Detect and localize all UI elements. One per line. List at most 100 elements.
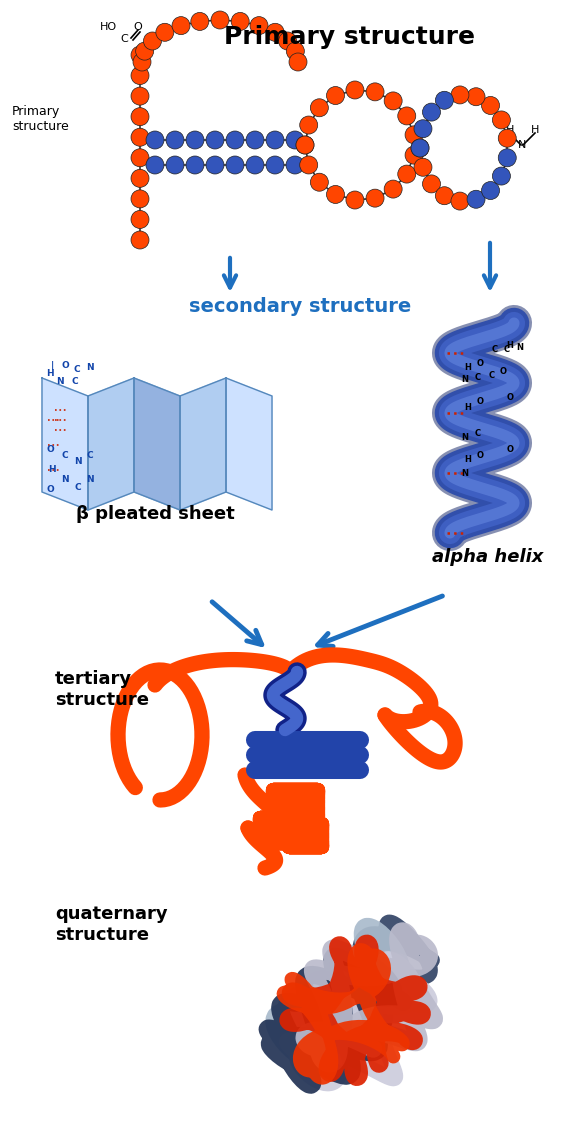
Text: quaternary
structure: quaternary structure xyxy=(55,904,168,943)
Circle shape xyxy=(405,146,423,164)
Circle shape xyxy=(146,156,164,174)
Text: C: C xyxy=(492,346,498,354)
Circle shape xyxy=(398,107,416,124)
Circle shape xyxy=(493,111,510,129)
Text: N: N xyxy=(56,378,64,386)
Text: C: C xyxy=(475,428,481,437)
Circle shape xyxy=(131,107,149,126)
Circle shape xyxy=(467,88,485,106)
Text: H: H xyxy=(506,124,514,135)
Circle shape xyxy=(384,91,402,110)
Circle shape xyxy=(131,46,149,64)
Text: |: | xyxy=(50,361,54,370)
Circle shape xyxy=(493,167,510,185)
Circle shape xyxy=(451,192,469,210)
Circle shape xyxy=(422,103,441,121)
Circle shape xyxy=(296,136,314,154)
Circle shape xyxy=(289,53,307,71)
Circle shape xyxy=(384,180,402,198)
Text: O: O xyxy=(507,445,514,455)
Text: N: N xyxy=(74,458,82,466)
Circle shape xyxy=(191,13,209,31)
Circle shape xyxy=(346,191,364,209)
Polygon shape xyxy=(42,378,88,510)
Text: H: H xyxy=(464,456,472,465)
Circle shape xyxy=(186,131,204,148)
Text: C: C xyxy=(489,371,495,380)
Text: N: N xyxy=(86,475,94,484)
Circle shape xyxy=(166,131,184,148)
Text: N: N xyxy=(518,140,526,150)
Text: O: O xyxy=(46,445,54,455)
Circle shape xyxy=(246,131,264,148)
Circle shape xyxy=(326,185,345,203)
Text: C: C xyxy=(61,450,68,459)
Text: C: C xyxy=(475,373,481,383)
Text: O: O xyxy=(477,450,483,459)
Circle shape xyxy=(300,116,318,134)
Circle shape xyxy=(435,186,453,204)
Circle shape xyxy=(366,190,384,207)
Circle shape xyxy=(405,126,423,144)
Circle shape xyxy=(411,139,429,156)
Circle shape xyxy=(286,156,304,174)
Circle shape xyxy=(131,87,149,105)
Text: O: O xyxy=(133,22,142,32)
Circle shape xyxy=(481,96,500,114)
Polygon shape xyxy=(134,378,180,510)
Circle shape xyxy=(231,13,249,31)
Text: C: C xyxy=(504,346,510,354)
Circle shape xyxy=(266,156,284,174)
Circle shape xyxy=(131,66,149,85)
Text: H: H xyxy=(464,403,472,412)
Text: N: N xyxy=(517,344,524,353)
Circle shape xyxy=(366,83,384,100)
Text: H: H xyxy=(531,124,539,135)
Circle shape xyxy=(156,23,174,41)
Circle shape xyxy=(133,53,151,71)
Text: H: H xyxy=(46,369,54,378)
Circle shape xyxy=(346,81,364,99)
Text: O: O xyxy=(500,368,507,377)
Text: H: H xyxy=(507,340,514,349)
Circle shape xyxy=(411,139,429,156)
Text: C: C xyxy=(72,378,78,386)
Circle shape xyxy=(206,131,224,148)
Circle shape xyxy=(498,129,516,147)
Circle shape xyxy=(435,91,453,110)
Text: N: N xyxy=(86,362,94,371)
Polygon shape xyxy=(226,378,272,510)
Circle shape xyxy=(226,131,244,148)
Text: secondary structure: secondary structure xyxy=(189,297,411,316)
Text: O: O xyxy=(61,361,69,370)
Circle shape xyxy=(172,17,190,34)
Circle shape xyxy=(166,156,184,174)
Circle shape xyxy=(498,148,516,167)
Circle shape xyxy=(143,32,161,50)
Circle shape xyxy=(414,159,432,176)
Text: C: C xyxy=(74,365,80,375)
Circle shape xyxy=(250,17,268,34)
Circle shape xyxy=(266,131,284,148)
Circle shape xyxy=(211,11,229,29)
Text: H: H xyxy=(48,466,56,474)
Text: O: O xyxy=(477,359,483,368)
Circle shape xyxy=(451,86,469,104)
Circle shape xyxy=(467,191,485,208)
Circle shape xyxy=(131,190,149,208)
Circle shape xyxy=(136,42,154,61)
Text: N: N xyxy=(462,468,469,477)
Text: C: C xyxy=(87,450,94,459)
Circle shape xyxy=(296,136,314,154)
Text: C: C xyxy=(75,483,81,491)
Circle shape xyxy=(481,182,500,200)
Circle shape xyxy=(286,42,304,61)
Circle shape xyxy=(186,156,204,174)
Circle shape xyxy=(131,128,149,146)
Circle shape xyxy=(311,98,328,116)
Text: N: N xyxy=(61,475,69,484)
Circle shape xyxy=(414,120,432,138)
Circle shape xyxy=(422,175,441,193)
Text: alpha helix: alpha helix xyxy=(432,548,543,566)
Text: C: C xyxy=(120,34,128,45)
